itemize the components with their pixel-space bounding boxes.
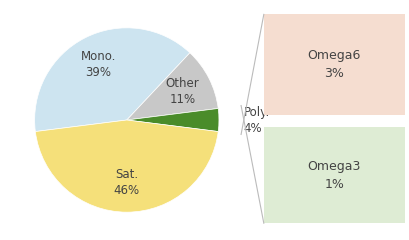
Text: Poly.
4%: Poly. 4%	[244, 106, 270, 134]
Text: Omega6
3%: Omega6 3%	[308, 49, 361, 80]
Wedge shape	[35, 120, 218, 212]
Text: Sat.
46%: Sat. 46%	[114, 168, 140, 197]
Wedge shape	[35, 28, 190, 132]
Text: Mono.
39%: Mono. 39%	[81, 50, 116, 79]
Wedge shape	[127, 108, 219, 132]
Text: Omega3
1%: Omega3 1%	[308, 160, 361, 191]
Wedge shape	[127, 53, 218, 120]
Text: Other
11%: Other 11%	[166, 77, 200, 106]
